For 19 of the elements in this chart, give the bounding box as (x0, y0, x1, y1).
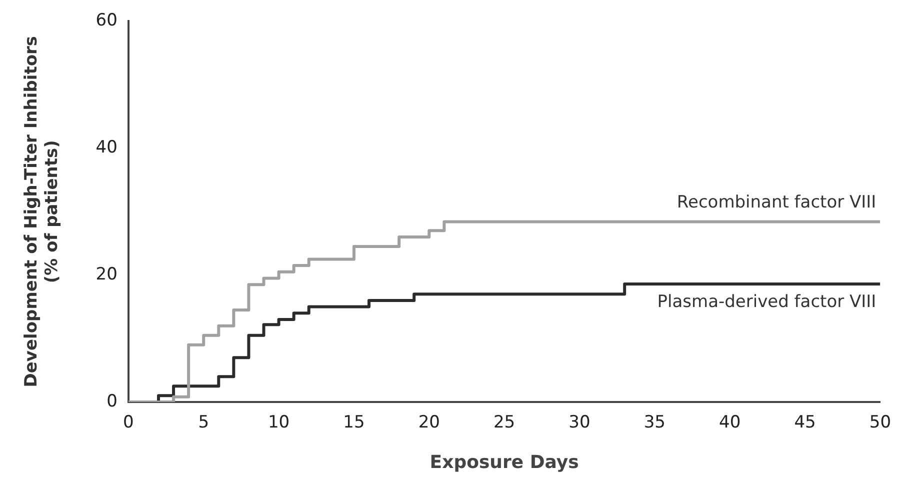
y-tick-label: 40 (96, 138, 118, 158)
x-tick-label: 50 (869, 412, 892, 433)
x-tick-label: 5 (198, 412, 210, 433)
x-tick-label: 40 (719, 412, 741, 433)
x-tick-label: 35 (644, 412, 666, 433)
y-tick-label: 20 (96, 264, 118, 284)
x-tick-label: 30 (568, 412, 590, 433)
x-tick-label: 0 (123, 412, 134, 433)
y-tick-label: 60 (96, 10, 118, 31)
x-tick-label: 15 (343, 412, 365, 433)
y-axis-title: Development of High-Titer Inhibitors (% of patients) (22, 36, 62, 388)
x-tick-label: 45 (794, 412, 816, 433)
x-tick-label: 25 (493, 412, 516, 433)
series-label: Plasma-derived factor VIII (657, 292, 876, 312)
x-tick-label: 10 (268, 412, 290, 433)
y-tick-label: 0 (106, 391, 118, 412)
x-axis-title: Exposure Days (430, 452, 579, 473)
x-tick-label: 20 (418, 412, 440, 433)
series-label: Recombinant factor VIII (676, 192, 876, 213)
